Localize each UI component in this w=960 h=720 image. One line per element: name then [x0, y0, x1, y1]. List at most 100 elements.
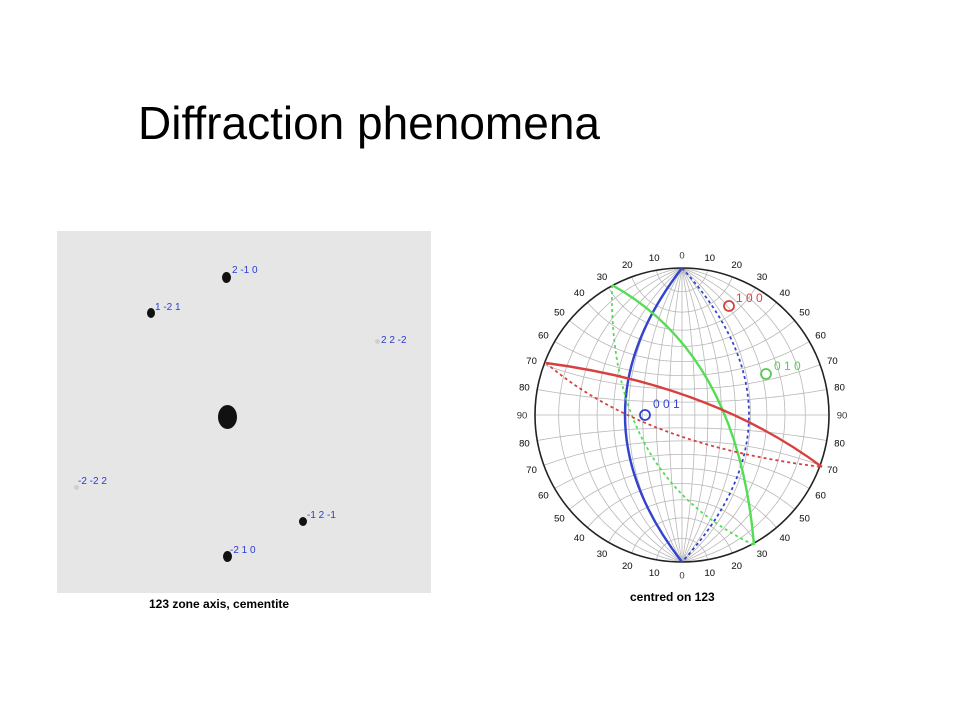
net-parallel — [587, 483, 777, 528]
diffraction-spot — [299, 517, 307, 526]
rim-tick-label: 40 — [574, 288, 585, 299]
spot-label: -2 -2 2 — [78, 476, 107, 487]
rim-tick-label: 60 — [538, 331, 549, 342]
rim-tick-label: 30 — [597, 549, 608, 560]
rim-tick-label: 90 — [837, 411, 848, 422]
pattern-caption: 123 zone axis, cementite — [149, 597, 290, 611]
rim-tick-label: 40 — [574, 533, 585, 544]
red-trace-dashed — [545, 362, 823, 468]
rim-tick-label: 20 — [622, 561, 633, 572]
rim-tick-label: 40 — [780, 533, 791, 544]
rim-tick-label: 60 — [815, 331, 826, 342]
spot-label: 2 2 -2 — [381, 335, 407, 346]
diffraction-spot — [222, 272, 231, 283]
net-parallel — [656, 270, 708, 293]
rim-tick-label: 80 — [519, 383, 530, 394]
green-trace — [611, 283, 756, 546]
rim-tick-label: 30 — [597, 272, 608, 283]
net-parallel — [608, 499, 756, 543]
stereographic-projection: 0 10 10 20 20 30 30 40 40 50 50 60 60 70 70 80 80 90 90 80 8… — [517, 251, 848, 582]
rim-tick-label: 50 — [554, 513, 565, 524]
pole-marker — [723, 300, 735, 312]
net-parallel — [608, 287, 756, 331]
rim-tick-label: 10 — [705, 568, 716, 579]
net-parallel — [569, 468, 795, 510]
rim-tick-label: 70 — [526, 465, 537, 476]
rim-tick-label: 50 — [554, 513, 565, 524]
net-parallel — [631, 517, 733, 554]
net-parallel — [554, 454, 810, 489]
net-parallel — [587, 302, 777, 347]
rim-tick-label: 30 — [597, 549, 608, 560]
rim-tick-label: 60 — [815, 491, 826, 502]
blue-trace — [623, 267, 683, 563]
pole-marker — [760, 368, 772, 380]
pole-label: 1 0 0 — [736, 291, 763, 305]
diffraction-spot — [147, 308, 155, 318]
rim-tick-label: 40 — [780, 288, 791, 299]
rim-tick-label: 20 — [622, 561, 633, 572]
rim-tick-label: 30 — [757, 272, 768, 283]
rim-tick-label: 20 — [731, 561, 742, 572]
net-parallel — [631, 276, 733, 313]
spot-label: -1 2 -1 — [307, 510, 336, 521]
central-beam-spot — [218, 405, 237, 429]
blue-trace-dashed — [681, 267, 750, 563]
pole-label: 0 1 0 — [774, 359, 801, 373]
rim-tick-label: 20 — [622, 260, 633, 271]
rim-tick-label: 50 — [799, 513, 810, 524]
rim-tick-label: 90 — [517, 411, 528, 422]
rim-tick-label: 0 — [679, 251, 684, 262]
rim-tick-label: 70 — [827, 465, 838, 476]
rim-tick-label: 0 — [679, 571, 684, 582]
diffraction-spot — [223, 551, 232, 562]
rim-tick-label: 60 — [538, 331, 549, 342]
spot-label: 2 -1 0 — [232, 265, 258, 276]
rim-tick-label: 10 — [649, 568, 660, 579]
rim-tick-label: 80 — [519, 383, 530, 394]
rim-tick-label: 80 — [834, 438, 845, 449]
rim-tick-label: 20 — [622, 260, 633, 271]
rim-tick-label: 60 — [538, 491, 549, 502]
diffraction-spot — [375, 339, 380, 344]
rim-tick-label: 80 — [834, 383, 845, 394]
net-parallel — [537, 389, 827, 403]
net-parallel — [569, 320, 795, 362]
rim-tick-label: 70 — [827, 356, 838, 367]
rim-tick-label: 20 — [731, 561, 742, 572]
net-parallel — [554, 341, 810, 376]
rim-tick-label: 60 — [815, 491, 826, 502]
net-parallel — [543, 440, 821, 466]
rim-tick-label: 10 — [649, 253, 660, 264]
spot-label: -2 1 0 — [230, 545, 256, 556]
rim-tick-label: 50 — [554, 308, 565, 319]
rim-tick-label: 10 — [705, 253, 716, 264]
rim-tick-label: 60 — [538, 491, 549, 502]
rim-tick-label: 40 — [574, 288, 585, 299]
rim-tick-label: 50 — [799, 308, 810, 319]
rim-tick-label: 40 — [780, 288, 791, 299]
rim-tick-label: 40 — [780, 533, 791, 544]
net-parallel — [656, 537, 708, 560]
rim-tick-label: 70 — [526, 356, 537, 367]
rim-tick-label: 20 — [731, 260, 742, 271]
red-trace — [545, 361, 823, 468]
rim-tick-label: 60 — [815, 331, 826, 342]
rim-tick-label: 50 — [554, 308, 565, 319]
net-parallel — [543, 364, 821, 390]
rim-tick-label: 80 — [834, 383, 845, 394]
rim-tick-label: 30 — [757, 549, 768, 560]
rim-tick-label: 70 — [827, 465, 838, 476]
rim-tick-label: 10 — [649, 568, 660, 579]
spot-label: 1 -2 1 — [155, 302, 181, 313]
rim-tick-label: 30 — [757, 272, 768, 283]
page-title: Diffraction phenomena — [138, 97, 600, 149]
diffraction-pattern-panel: 2 -1 0 1 -2 1 2 2 -2 -2 -2 2 -1 2 -1 -2 … — [57, 231, 431, 593]
rim-tick-label: 30 — [597, 272, 608, 283]
rim-tick-label: 10 — [649, 253, 660, 264]
rim-tick-label: 50 — [799, 513, 810, 524]
rim-tick-label: 80 — [519, 438, 530, 449]
rim-tick-label: 30 — [757, 549, 768, 560]
rim-tick-label: 10 — [705, 253, 716, 264]
pole-label: 0 0 1 — [653, 397, 680, 411]
